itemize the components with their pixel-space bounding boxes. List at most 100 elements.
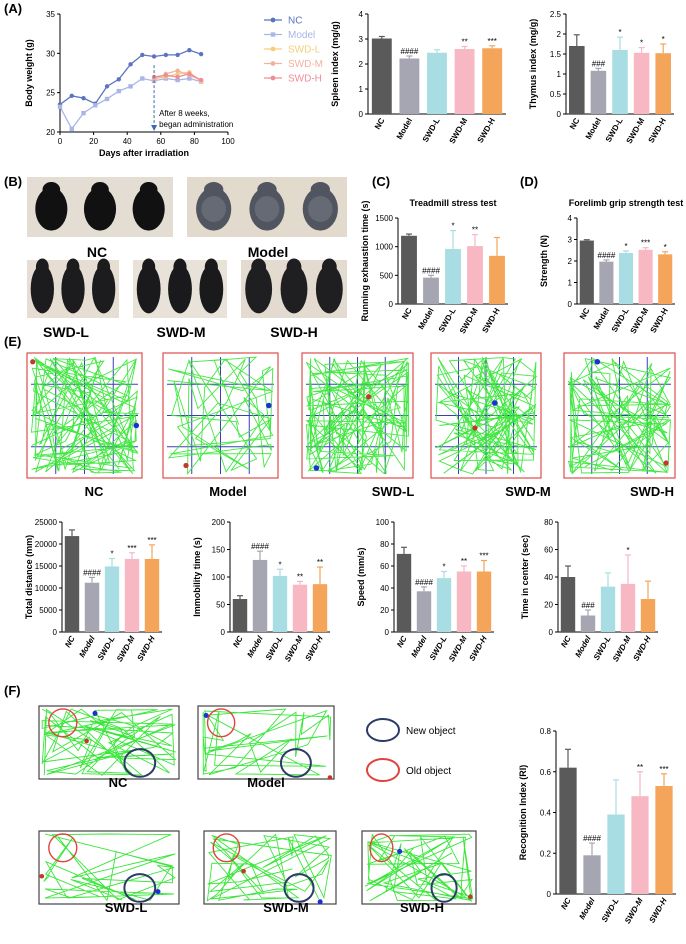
mouse-head <box>204 258 218 276</box>
data-point <box>57 104 63 110</box>
end-point-marker <box>133 422 140 429</box>
legend-marker <box>270 61 276 66</box>
bar-nc <box>371 38 392 114</box>
y-tick-label: 60 <box>544 546 553 555</box>
x-tick-label: Model <box>416 307 435 332</box>
movement-track <box>31 356 140 475</box>
y-axis-label: Immobility time (s) <box>192 537 202 617</box>
thymus-index-chart: 0 0.5 1 1.5 2 2.5 Thymus index (mg/g) NC ### Mode… <box>528 10 674 145</box>
y-tick-label: 1000 <box>375 243 393 252</box>
hair-loss-patch <box>254 196 280 222</box>
y-tick-label: 0 <box>547 890 552 899</box>
mouse-photos <box>27 177 347 318</box>
data-point <box>69 93 74 99</box>
photo-label-swd-h: SWD-H <box>270 324 317 340</box>
x-tick-label: Model <box>573 634 593 659</box>
y-tick-label: 0.4 <box>540 809 552 818</box>
data-point <box>198 77 204 83</box>
significance-mark: #### <box>583 834 601 843</box>
old-object-legend-icon <box>366 758 400 782</box>
x-tick-label: Model <box>77 634 97 659</box>
bar-swd-l <box>612 50 628 114</box>
end-point-marker <box>155 889 161 895</box>
significance-mark: #### <box>83 568 101 577</box>
start-point-marker <box>327 775 333 780</box>
x-tick-label: SWD-M <box>629 306 651 335</box>
bar-model <box>84 582 100 632</box>
mouse-head <box>91 182 109 198</box>
old-object-legend-label: Old object <box>406 766 451 777</box>
new-object-zone <box>123 748 157 778</box>
x-tick-label: SWD-H <box>647 116 668 144</box>
mouse-body <box>315 264 343 314</box>
significance-mark: * <box>442 563 445 572</box>
end-point-marker <box>317 899 323 905</box>
end-point-marker <box>492 400 498 406</box>
movement-track <box>202 708 332 776</box>
spleen-index-chart: 0 1 2 3 4 Spleen index (mg/g) NC #### Model SWD-L… <box>330 10 506 145</box>
y-tick-label: 0 <box>221 628 226 637</box>
y-tick-label: 1 <box>359 85 364 94</box>
mouse-head <box>142 258 156 276</box>
nor-label-model: Model <box>247 775 285 790</box>
significance-mark: ### <box>581 601 595 610</box>
y-tick-label: 0 <box>53 628 58 637</box>
immobility-time-chart: 0 50 100 150 200 Immobility time (s) NC #### Mod… <box>192 518 330 663</box>
mouse-head <box>203 182 224 198</box>
x-axis-label: Days after irradiation <box>99 148 189 158</box>
mouse-body <box>30 264 54 314</box>
y-tick-label: 25000 <box>35 518 58 527</box>
old-object-zone <box>369 833 394 863</box>
data-point <box>163 52 169 58</box>
x-tick-label: NC <box>63 634 77 649</box>
x-tick-label: SWD-L <box>96 634 117 661</box>
photo-label-swd-l: SWD-L <box>43 324 89 340</box>
x-tick-label: 100 <box>221 137 235 146</box>
legend-label-model: Model <box>288 30 315 41</box>
bar-swd-m <box>454 49 475 114</box>
x-tick-label: Model <box>584 117 603 142</box>
data-point <box>140 76 145 81</box>
end-point-marker <box>266 402 272 409</box>
data-point <box>175 52 180 58</box>
movement-track <box>41 708 177 776</box>
old-object-zone <box>48 708 78 738</box>
annotation-line-1: After 8 weeks, <box>159 109 210 118</box>
mouse-head <box>173 258 187 276</box>
mouse-head <box>257 182 277 198</box>
x-tick-label: NC <box>559 634 573 649</box>
open-field-tracks <box>26 352 676 479</box>
significance-mark: *** <box>488 37 497 46</box>
arrow-head-icon <box>151 125 158 131</box>
y-tick-label: 2 <box>557 30 562 39</box>
y-tick-label: 3 <box>359 35 364 44</box>
data-point <box>116 88 121 94</box>
bar-swd-m <box>467 246 483 304</box>
x-tick-label: 0 <box>58 137 63 146</box>
data-point <box>128 84 133 89</box>
x-tick-label: 20 <box>89 137 98 146</box>
bar-swd-m <box>633 52 650 114</box>
grip-strength-chart: 0 1 2 3 4 Strength (N) Forelimb grip strength … <box>539 198 683 335</box>
old-object-zone <box>206 708 236 738</box>
x-tick-label: SWD-L <box>604 116 625 143</box>
y-tick-label: 1.5 <box>550 50 562 59</box>
mouse-body <box>35 187 68 231</box>
mouse-body <box>83 187 117 231</box>
x-tick-label: SWD-M <box>283 634 305 663</box>
bar-swd-h <box>476 571 492 632</box>
bar-model <box>252 559 268 632</box>
y-tick-label: 1 <box>568 279 573 288</box>
y-tick-label: 0 <box>359 110 364 119</box>
legend-label-nc: NC <box>288 16 302 27</box>
mouse-head <box>286 258 302 276</box>
bar-swd-h <box>312 584 328 632</box>
y-tick-label: 0 <box>549 628 554 637</box>
mouse-body <box>132 187 165 231</box>
significance-mark: ### <box>592 59 606 68</box>
y-axis-label: Body weight (g) <box>24 39 34 107</box>
y-tick-label: 60 <box>380 562 389 571</box>
bar-model <box>416 591 432 632</box>
photo-label-model: Model <box>248 244 288 260</box>
treadmill-chart: 0 500 1000 1500 Running exhaustion time (s) T… <box>360 198 508 335</box>
